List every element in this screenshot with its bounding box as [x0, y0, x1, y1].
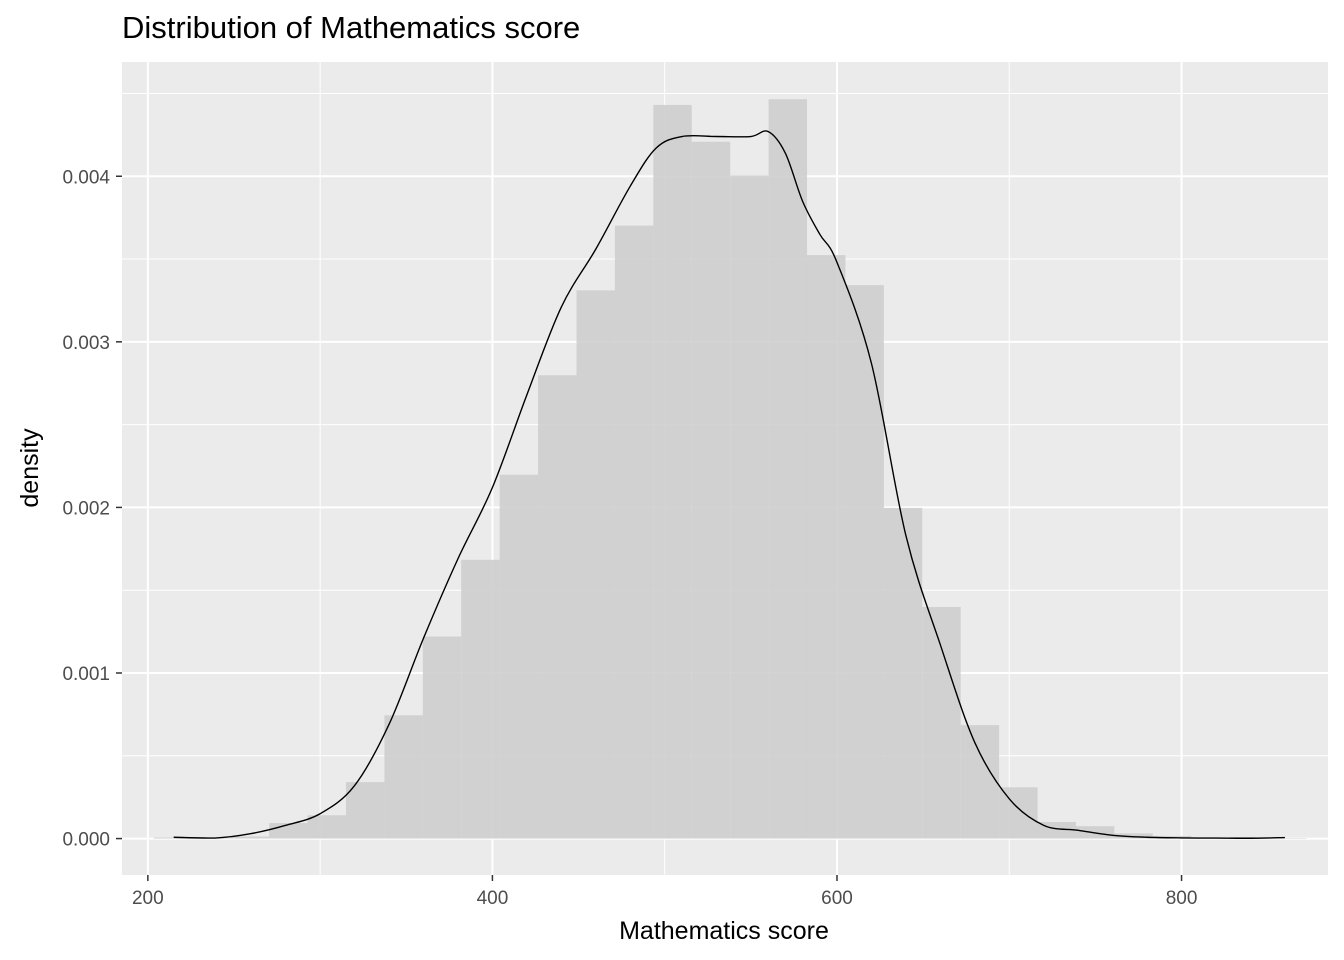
histogram-bar — [422, 636, 462, 839]
histogram-bar — [845, 285, 884, 839]
histogram-bars — [153, 99, 1307, 839]
x-tick-label: 600 — [821, 888, 853, 909]
x-axis-title: Mathematics score — [619, 917, 829, 945]
histogram-bar — [576, 290, 615, 839]
y-axis-ticks: 0.000 0.001 0.002 0.003 0.004 — [62, 167, 122, 851]
histogram-bar — [883, 507, 923, 839]
histogram-bar — [614, 225, 654, 839]
y-tick-label: 0.002 — [62, 498, 110, 519]
histogram-bar — [922, 606, 961, 839]
x-tick-label: 400 — [477, 888, 509, 909]
histogram-bar — [1268, 838, 1307, 839]
y-tick-label: 0.004 — [62, 167, 110, 188]
y-tick-label: 0.001 — [62, 664, 110, 685]
x-tick-label: 200 — [132, 888, 164, 909]
histogram-bar — [499, 474, 539, 839]
density-curve — [173, 130, 1285, 839]
histogram-bar — [653, 104, 692, 839]
histogram-bar — [230, 836, 270, 839]
x-axis-ticks: 200 400 600 800 — [132, 875, 1197, 909]
histogram-bar — [538, 375, 577, 839]
histogram-bar — [269, 823, 308, 839]
histogram-bar — [345, 782, 385, 839]
histogram-bar — [960, 725, 1000, 839]
x-tick-label: 800 — [1166, 888, 1198, 909]
histogram-bar — [730, 175, 769, 839]
y-tick-label: 0.003 — [62, 333, 110, 354]
histogram-bar — [768, 99, 808, 839]
y-tick-label: 0.000 — [62, 830, 110, 851]
histogram-bar — [461, 559, 500, 839]
histogram-bar — [691, 141, 731, 839]
histogram-bar — [307, 815, 346, 839]
histogram-bar — [807, 255, 846, 839]
histogram-bar — [384, 715, 423, 839]
histogram-bar — [153, 837, 193, 839]
chart-title: Distribution of Mathematics score — [122, 10, 581, 45]
y-axis-title: density — [16, 428, 44, 508]
histogram-bar — [999, 787, 1038, 839]
